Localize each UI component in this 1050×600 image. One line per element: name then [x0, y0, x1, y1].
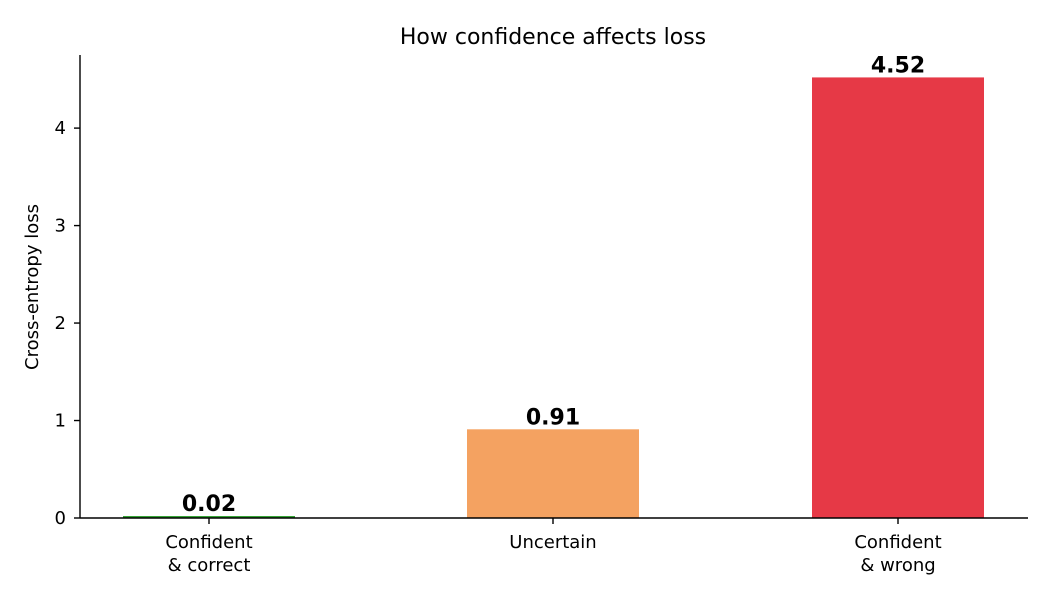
x-tick-label-line: & correct	[168, 555, 251, 576]
data-label-1: 0.91	[526, 405, 580, 430]
x-tick-label-line: Uncertain	[509, 532, 596, 553]
x-tick-label-0: Confident & correct	[165, 532, 252, 576]
x-tick-label-1: Uncertain	[509, 532, 596, 553]
y-axis-label: Cross-entropy loss	[22, 204, 43, 370]
x-tick-label-line: Confident	[165, 532, 252, 553]
x-tick-label-line: & wrong	[860, 555, 935, 576]
bar-2	[812, 77, 984, 518]
data-label-2: 4.52	[871, 53, 925, 78]
data-label-0: 0.02	[182, 492, 236, 517]
bar-1	[467, 429, 639, 518]
x-tick-label-line: Confident	[854, 532, 941, 553]
y-tick-label-2: 2	[55, 313, 66, 334]
y-tick-label-3: 3	[55, 216, 66, 237]
y-tick-label-0: 0	[55, 508, 66, 529]
y-tick-label-4: 4	[55, 118, 66, 139]
x-tick-label-2: Confident & wrong	[854, 532, 941, 576]
y-tick-label-1: 1	[55, 411, 66, 432]
chart-title: How confidence affects loss	[400, 25, 706, 50]
bar-0	[123, 516, 295, 518]
